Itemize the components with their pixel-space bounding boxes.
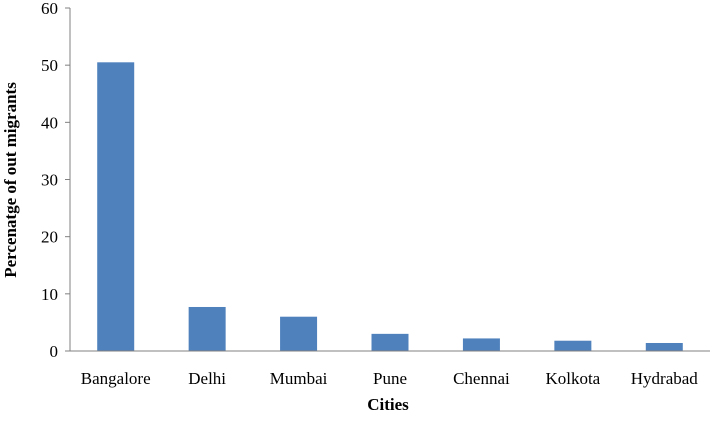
x-axis: Bangalore Delhi Mumbai Pune Chennai Kolkota Hy…	[70, 350, 710, 388]
x-axis-title: Cities	[367, 395, 409, 414]
bar-kolkota	[554, 340, 592, 351]
bar-series	[97, 62, 683, 351]
bar-pune	[371, 333, 409, 351]
x-tick-labels: Bangalore Delhi Mumbai Pune Chennai Kolkota Hy…	[81, 369, 699, 388]
bar-bangalore	[97, 62, 135, 351]
x-tick-label: Bangalore	[81, 369, 151, 388]
y-tick-label: 0	[50, 342, 59, 361]
y-tick-label: 10	[41, 285, 58, 304]
y-axis-title: Percenatge of out migrants	[1, 82, 20, 278]
x-tick-label: Delhi	[188, 369, 226, 388]
x-tick-label: Mumbai	[270, 369, 328, 388]
x-tick-label: Chennai	[453, 369, 510, 388]
x-tick-label: Hydrabad	[631, 369, 699, 388]
y-tick-label: 20	[41, 228, 58, 247]
x-tick-label: Pune	[373, 369, 407, 388]
x-tick-label: Kolkota	[545, 369, 600, 388]
bar-mumbai	[280, 316, 318, 351]
y-tick-label: 40	[41, 113, 58, 132]
bar-chennai	[462, 338, 500, 351]
y-axis: 0 10 20 30 40 50 60	[41, 0, 71, 361]
y-tick-label: 30	[41, 171, 58, 190]
y-ticks: 0 10 20 30 40 50 60	[41, 0, 70, 361]
y-tick-label: 60	[41, 0, 58, 18]
bar-hydrabad	[645, 342, 683, 351]
bar-delhi	[188, 306, 226, 351]
y-tick-label: 50	[41, 56, 58, 75]
